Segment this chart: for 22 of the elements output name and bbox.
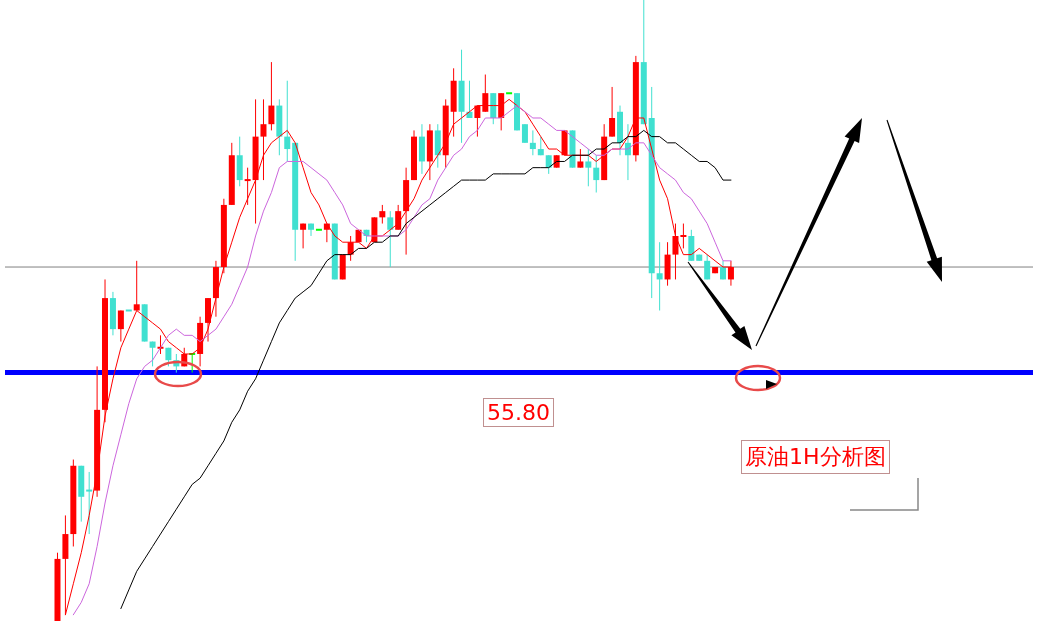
candlestick bbox=[379, 204, 386, 225]
candlestick bbox=[529, 129, 536, 156]
candlestick bbox=[672, 223, 679, 280]
candlestick bbox=[545, 154, 552, 175]
candlestick bbox=[585, 148, 592, 187]
candlestick bbox=[117, 310, 124, 343]
candlestick bbox=[300, 223, 307, 249]
candlestick bbox=[149, 341, 156, 367]
candlestick bbox=[656, 241, 663, 311]
candlestick bbox=[521, 123, 528, 144]
candlestick bbox=[593, 154, 600, 194]
annotation: 55.80 bbox=[483, 398, 554, 427]
candlestick bbox=[395, 204, 402, 231]
candlestick bbox=[387, 210, 394, 268]
text: 原油1H分析图 bbox=[741, 440, 890, 474]
candlestick bbox=[609, 86, 616, 138]
candlestick bbox=[133, 260, 140, 311]
candlestick bbox=[268, 61, 275, 131]
candlestick bbox=[704, 254, 711, 280]
candlestick bbox=[577, 148, 584, 169]
candlestick bbox=[308, 223, 315, 237]
candlestick bbox=[284, 80, 291, 162]
